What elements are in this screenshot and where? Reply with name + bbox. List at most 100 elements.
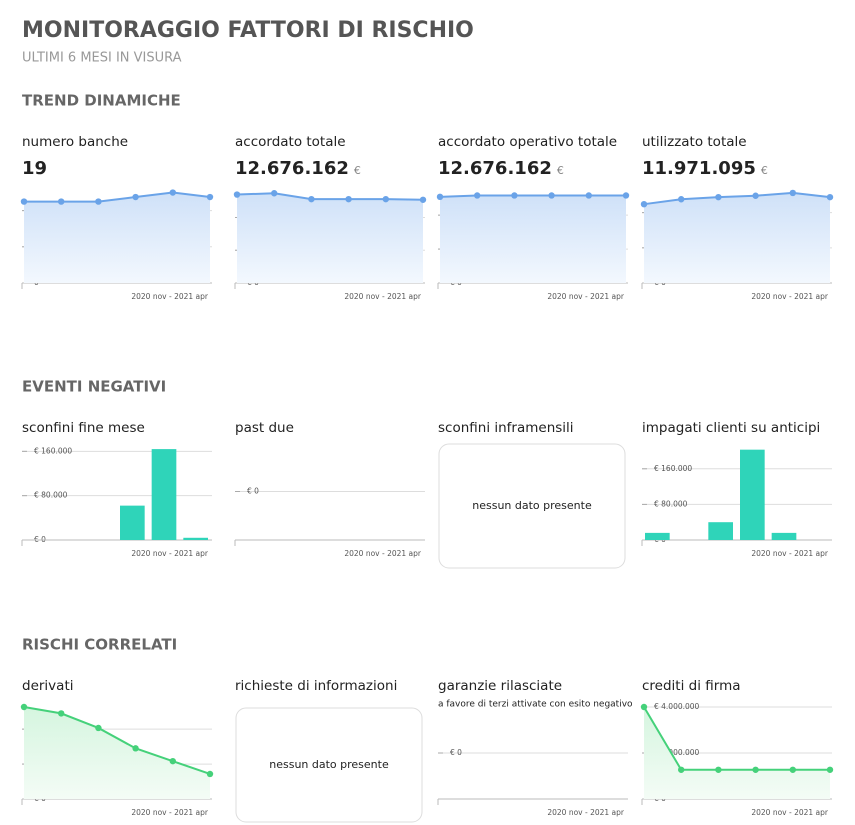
line-point — [715, 193, 722, 201]
empty-message: nessun dato presente — [269, 758, 389, 771]
line-point — [678, 196, 685, 203]
line-point — [419, 196, 427, 203]
y-tick-label: € 160.000 — [34, 446, 72, 455]
panel-value: 11.971.095 — [642, 158, 756, 179]
line-area — [440, 195, 626, 283]
line-point — [826, 193, 834, 201]
line — [23, 706, 211, 775]
x-axis-label: 2020 nov - 2021 apr — [131, 292, 209, 301]
line-area — [24, 707, 210, 799]
line-point — [789, 189, 796, 197]
panel-unit: € — [761, 164, 768, 177]
empty-card — [438, 443, 626, 569]
bar — [708, 522, 733, 540]
line-point — [206, 193, 214, 201]
line — [24, 191, 211, 203]
section-title: TREND DINAMICHE — [22, 92, 181, 110]
bar — [120, 505, 145, 540]
line-point — [169, 189, 176, 196]
line-point — [678, 766, 685, 773]
line-area — [24, 192, 210, 283]
line-area — [644, 707, 830, 799]
x-axis-label: 2020 nov - 2021 apr — [131, 808, 209, 817]
y-tick-label: € 80.000 — [34, 491, 68, 500]
y-tick-label: € 4.000.000 — [654, 702, 700, 711]
line-point — [640, 703, 648, 711]
line-area — [237, 193, 423, 283]
line-area — [644, 192, 830, 283]
y-tick-label: € 80.000 — [654, 499, 688, 508]
bar — [740, 449, 765, 540]
line-point — [95, 724, 102, 732]
panel-title: sconfini inframensili — [438, 420, 574, 436]
line-point — [308, 195, 315, 203]
panel-value: 12.676.162 — [235, 158, 349, 179]
line-point — [132, 745, 139, 752]
line-point — [206, 770, 214, 778]
bar — [151, 449, 177, 540]
panel-title: impagati clienti su anticipi — [642, 420, 820, 436]
line — [439, 194, 626, 198]
line-point — [436, 193, 444, 201]
line-point — [132, 193, 139, 201]
line-point — [715, 766, 722, 773]
page-subtitle: ULTIMI 6 MESI IN VISURA — [22, 51, 182, 66]
line-point — [271, 190, 278, 197]
line-point — [20, 703, 28, 711]
line-point — [169, 757, 176, 765]
panel-unit: € — [354, 164, 361, 177]
y-tick-label: € 2.000.000 — [654, 748, 700, 757]
line-point — [511, 192, 518, 199]
line-point — [58, 198, 65, 205]
line-point — [752, 766, 759, 773]
bar — [645, 532, 670, 540]
panel-title: garanzie rilasciate — [438, 678, 562, 694]
x-axis-label: 2020 nov - 2021 apr — [751, 549, 829, 558]
x-axis-label: 2020 nov - 2021 apr — [344, 292, 422, 301]
x-axis-label: 2020 nov - 2021 apr — [751, 808, 829, 817]
line-point — [474, 192, 481, 199]
section-title: RISCHI CORRELATI — [22, 636, 177, 654]
line — [643, 191, 831, 206]
line-point — [58, 710, 65, 717]
line-point — [585, 192, 592, 199]
empty-card — [235, 707, 423, 823]
panel-title: crediti di firma — [642, 678, 741, 694]
panel-title: accordato operativo totale — [438, 134, 617, 150]
x-axis-label: 2020 nov - 2021 apr — [344, 549, 422, 558]
x-axis-label: 2020 nov - 2021 apr — [547, 808, 625, 817]
bar — [771, 532, 797, 540]
y-tick-label: € 0 — [450, 748, 462, 757]
line-point — [826, 766, 834, 773]
panel-title: richieste di informazioni — [235, 678, 397, 694]
line — [236, 192, 424, 201]
y-tick-label: € 160.000 — [654, 464, 692, 473]
line-point — [752, 192, 759, 199]
panel-title: accordato totale — [235, 134, 346, 150]
line-point — [20, 198, 28, 205]
x-axis-label: 2020 nov - 2021 apr — [547, 292, 625, 301]
bar — [183, 537, 208, 540]
panel-title: sconfini fine mese — [22, 420, 145, 436]
panel-value: 12.676.162 — [438, 158, 552, 179]
section-title: EVENTI NEGATIVI — [22, 378, 166, 396]
panel-subtitle: a favore di terzi attivate con esito neg… — [438, 700, 633, 710]
panel-unit: € — [557, 164, 564, 177]
empty-message: nessun dato presente — [472, 499, 592, 512]
page-title: MONITORAGGIO FATTORI DI RISCHIO — [22, 18, 474, 43]
x-axis-label: 2020 nov - 2021 apr — [751, 292, 829, 301]
line-point — [233, 191, 241, 198]
panel-value: 19 — [22, 158, 47, 179]
line-point — [640, 200, 648, 208]
y-tick-label: € 0 — [247, 487, 259, 496]
line-point — [789, 766, 796, 773]
line-point — [95, 198, 102, 205]
panel-title: past due — [235, 420, 294, 436]
panel-title: derivati — [22, 678, 73, 694]
line — [643, 706, 830, 771]
line-point — [548, 192, 555, 199]
line-point — [382, 195, 389, 203]
panel-title: numero banche — [22, 134, 128, 150]
